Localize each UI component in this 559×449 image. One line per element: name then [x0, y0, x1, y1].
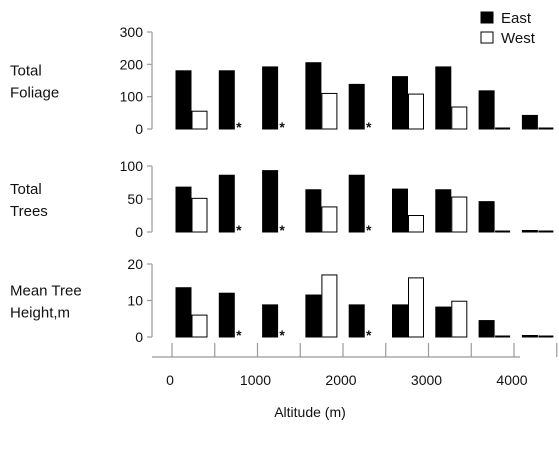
panel-1-east-bar-4000	[478, 90, 495, 130]
panel-1-east-bar-2000	[305, 62, 322, 130]
panel-2-row-label-line-1: Total	[10, 181, 42, 198]
panel-2-y-tick-label-0: 0	[135, 224, 143, 240]
panel-2-east-bar-4000	[478, 201, 495, 233]
panel-2-east-bar-3500	[435, 189, 452, 233]
panel-1-marker-1000: *	[236, 119, 242, 135]
panel-2-east-bar-500	[175, 186, 192, 233]
panel-1-east-bar-4500	[521, 114, 538, 130]
panel-2-east-bar-1000	[218, 174, 235, 233]
panel-3-west-bar-3000	[408, 277, 424, 338]
panel-1-row-label-line-2: Foliage	[10, 85, 59, 102]
panel-1-east-bar-2500	[348, 83, 365, 130]
panel-3-east-bar-1000	[218, 292, 235, 338]
panel-3-y-tick-label-0: 0	[135, 329, 143, 345]
x-tick-label-3000: 3000	[411, 372, 442, 388]
legend-label-east: East	[501, 10, 532, 27]
x-tick-label-4000: 4000	[496, 372, 527, 388]
panel-1-y-tick-label-100: 100	[120, 89, 144, 105]
panel-2-east-bar-1500	[262, 170, 279, 233]
panel-1-east-bar-1000	[218, 70, 235, 130]
panel-1-west-bar-2000	[321, 92, 338, 130]
panel-1-west-bar-3500	[451, 106, 468, 130]
panel-3-marker-2500: *	[366, 327, 372, 343]
panel-2-west-bar-3000	[408, 215, 424, 233]
panel-2-row-label-line-2: Trees	[10, 203, 48, 220]
panel-1-y-tick-label-0: 0	[135, 121, 143, 137]
panel-2-y-tick-label-100: 100	[120, 158, 144, 174]
panel-1-west-bar-3000	[408, 93, 424, 130]
panel-1-east-bar-1500	[262, 66, 279, 130]
panel-1-marker-2500: *	[366, 119, 372, 135]
panel-1-y-tick-label-200: 200	[120, 56, 144, 72]
panel-1-row-label-line-1: Total	[10, 63, 42, 80]
panel-3-east-bar-4500	[521, 335, 538, 338]
panel-2-marker-2500: *	[366, 222, 372, 238]
panel-3-row-label-line-1: Mean Tree	[10, 283, 82, 300]
panel-1-west-bar-500	[191, 110, 208, 130]
panel-3-west-bar-3500	[451, 300, 468, 338]
panel-2-y-tick-label-50: 50	[127, 191, 143, 207]
panel-3-east-bar-2000	[305, 294, 322, 338]
panel-3-east-bar-2500	[348, 304, 365, 338]
panel-2-east-bar-2500	[348, 174, 365, 233]
panel-2-marker-1500: *	[279, 222, 285, 238]
x-axis-title: Altitude (m)	[274, 404, 346, 420]
panel-1-east-bar-3000	[392, 76, 408, 130]
panel-3-east-bar-3500	[435, 306, 452, 338]
panel-3-east-bar-3000	[392, 304, 408, 338]
x-tick-label-0: 0	[166, 372, 174, 388]
panel-2-east-bar-3000	[392, 188, 408, 233]
panel-3-y-tick-label-10: 10	[127, 293, 143, 309]
legend-swatch-west	[480, 31, 494, 44]
panel-1-y-tick-label-300: 300	[120, 24, 144, 40]
panel-2-west-bar-2000	[321, 206, 338, 233]
panel-3-row-label-line-2: Height,m	[10, 305, 70, 322]
panel-1-marker-1500: *	[279, 119, 285, 135]
x-tick-label-1000: 1000	[240, 372, 271, 388]
x-tick-label-2000: 2000	[325, 372, 356, 388]
panel-2-marker-1000: *	[236, 222, 242, 238]
panel-3-east-bar-1500	[262, 304, 279, 338]
panel-2-west-bar-3500	[451, 196, 468, 233]
panel-2-west-bar-500	[191, 197, 208, 233]
panel-2-east-bar-2000	[305, 189, 322, 233]
panel-3-marker-1000: *	[236, 327, 242, 343]
legend-label-west: West	[501, 30, 536, 47]
panel-3-east-bar-4000	[478, 320, 495, 338]
panel-1-east-bar-3500	[435, 66, 452, 130]
panel-3-y-tick-label-20: 20	[127, 256, 143, 272]
legend-swatch-east	[480, 11, 494, 24]
panel-3-marker-1500: *	[279, 327, 285, 343]
panel-3-east-bar-500	[175, 287, 192, 338]
panel-3-west-bar-2000	[321, 274, 338, 338]
panel-1-east-bar-500	[175, 70, 192, 130]
panel-3-west-bar-500	[191, 314, 208, 338]
panel-2-east-bar-4500	[521, 230, 538, 233]
